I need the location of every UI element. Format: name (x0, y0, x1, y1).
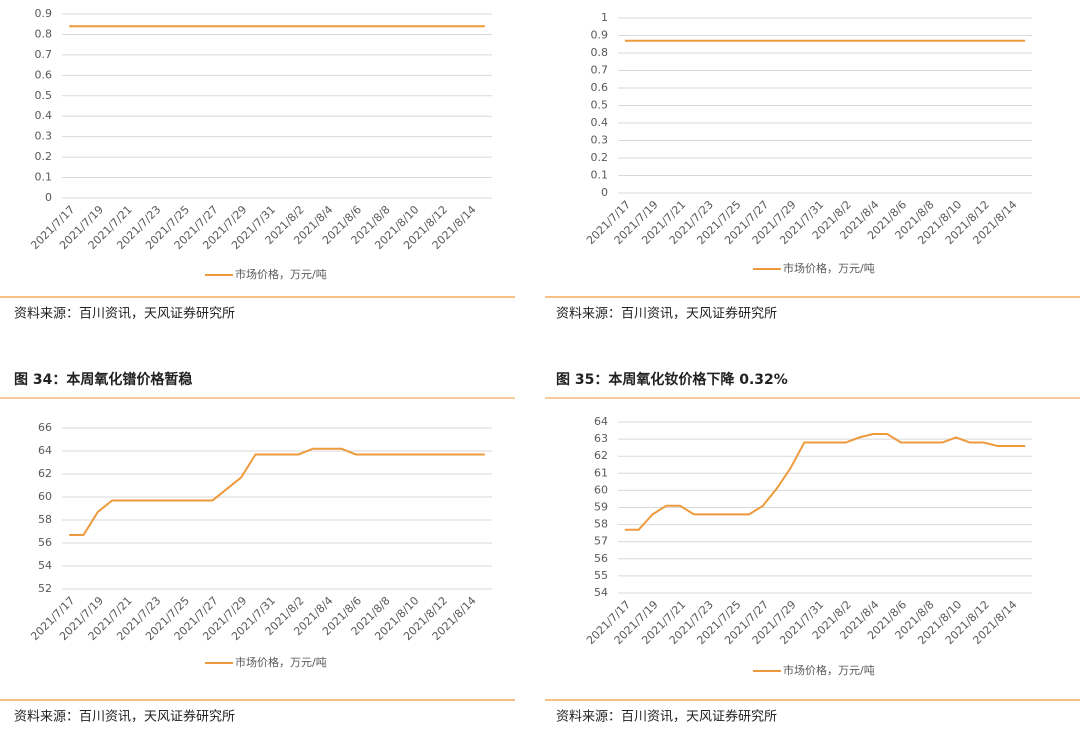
y-tick-label: 0.4 (591, 116, 609, 129)
y-tick-label: 0.4 (35, 109, 53, 122)
y-tick-label: 55 (594, 569, 608, 582)
y-tick-label: 63 (594, 432, 608, 445)
y-tick-label: 0.2 (591, 151, 609, 164)
figure-title: 图 35：本周氧化钕价格下降 0.32% (556, 371, 788, 388)
y-tick-label: 0.6 (591, 81, 609, 94)
y-tick-label: 0.8 (591, 46, 609, 59)
y-tick-label: 57 (594, 535, 608, 548)
legend-label: 市场价格，万元/吨 (235, 655, 327, 669)
y-tick-label: 60 (38, 490, 52, 503)
y-tick-label: 66 (38, 421, 52, 434)
y-tick-label: 0.8 (35, 27, 53, 40)
y-tick-label: 59 (594, 501, 608, 514)
source-note: 资料来源：百川资讯，天风证券研究所 (556, 709, 777, 725)
y-tick-label: 0.7 (35, 48, 53, 61)
y-tick-label: 52 (38, 582, 52, 595)
figure-title: 图 34：本周氧化镨价格暂稳 (14, 371, 192, 388)
source-note: 资料来源：百川资讯，天风证券研究所 (14, 709, 235, 725)
y-tick-label: 54 (38, 559, 52, 572)
y-tick-label: 0.1 (35, 171, 53, 184)
y-tick-label: 56 (38, 536, 52, 549)
source-note: 资料来源：百川资讯，天风证券研究所 (14, 306, 235, 322)
y-tick-label: 0.5 (35, 89, 53, 102)
y-tick-label: 0.2 (35, 150, 53, 163)
y-tick-label: 0.3 (591, 134, 609, 147)
y-tick-label: 0.3 (35, 130, 53, 143)
y-tick-label: 54 (594, 586, 608, 599)
y-tick-label: 61 (594, 466, 608, 479)
y-tick-label: 0.9 (591, 29, 609, 42)
y-tick-label: 56 (594, 552, 608, 565)
legend-label: 市场价格，万元/吨 (235, 267, 327, 281)
y-tick-label: 0.9 (35, 7, 53, 20)
y-tick-label: 1 (601, 11, 608, 24)
y-tick-label: 0 (45, 191, 52, 204)
y-tick-label: 0.6 (35, 68, 53, 81)
series-line (624, 432, 1026, 531)
y-tick-label: 58 (594, 518, 608, 531)
y-tick-label: 0 (601, 186, 608, 199)
y-tick-label: 58 (38, 513, 52, 526)
legend-label: 市场价格，万元/吨 (783, 663, 875, 677)
y-tick-label: 60 (594, 483, 608, 496)
y-tick-label: 64 (38, 444, 52, 457)
y-tick-label: 0.1 (591, 169, 609, 182)
source-note: 资料来源：百川资讯，天风证券研究所 (556, 306, 777, 322)
series-line (69, 447, 485, 536)
y-tick-label: 62 (38, 467, 52, 480)
y-tick-label: 64 (594, 415, 608, 428)
y-tick-label: 62 (594, 449, 608, 462)
y-tick-label: 0.7 (591, 64, 609, 77)
legend-label: 市场价格，万元/吨 (783, 261, 875, 275)
y-tick-label: 0.5 (591, 99, 609, 112)
